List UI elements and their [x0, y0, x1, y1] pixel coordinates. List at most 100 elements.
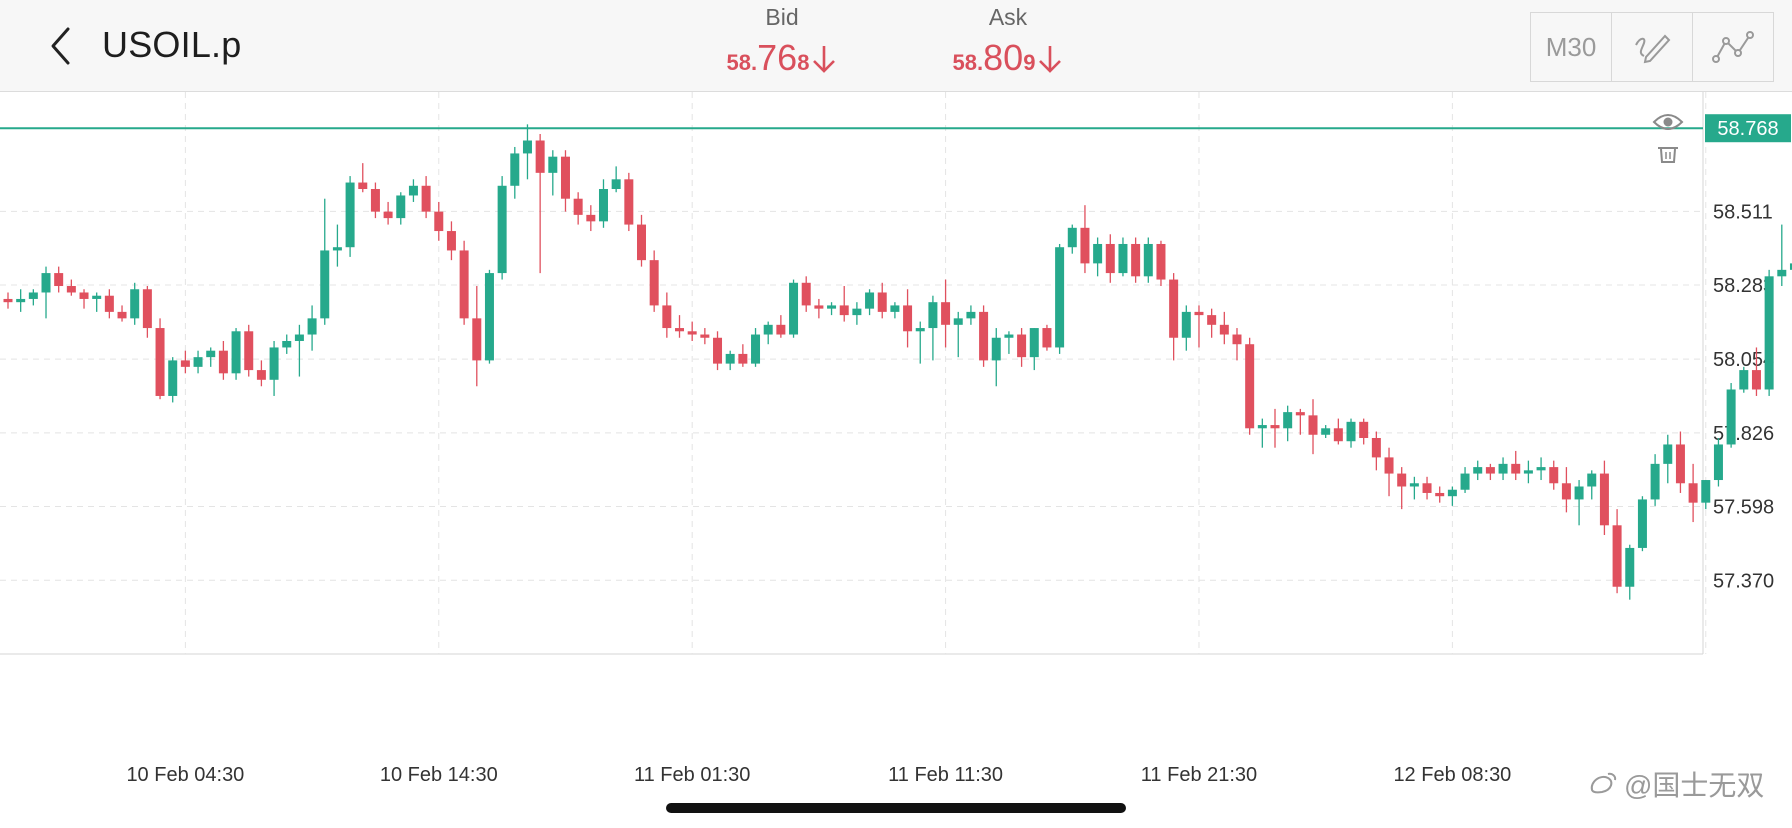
candle-up	[789, 282, 799, 335]
candle-up	[1118, 243, 1128, 274]
candle-down	[1511, 463, 1521, 474]
top-bar: USOIL.p Bid 58.768 Ask 58.809 M30	[0, 0, 1792, 92]
home-indicator[interactable]	[666, 803, 1126, 813]
candle-down	[1599, 473, 1609, 526]
candle-up	[865, 292, 875, 309]
candlestick-chart[interactable]: 57.370 57.598 57.826 58.054 58.283 58.511 10 F…	[0, 92, 1792, 792]
candle-down	[979, 311, 989, 361]
candle-up	[598, 189, 608, 222]
ask-price-small: 58.	[952, 50, 984, 75]
candle-down	[1207, 315, 1217, 325]
candle-down	[738, 353, 748, 364]
y-tick-label: 57.370	[1713, 570, 1774, 592]
candle-up	[1587, 473, 1597, 487]
candle-up	[332, 247, 342, 251]
candle-down	[1105, 243, 1115, 274]
candle-down	[1333, 428, 1343, 442]
candle-up	[231, 331, 241, 374]
candle-up	[345, 182, 355, 248]
candle-down	[1397, 473, 1407, 487]
candle-up	[1409, 483, 1419, 487]
candle-up	[41, 273, 51, 293]
candle-down	[104, 295, 114, 312]
candle-up	[497, 185, 507, 274]
draw-tool-button[interactable]	[1612, 13, 1693, 81]
watermark: @国士无双	[1588, 764, 1764, 804]
candle-up	[28, 292, 38, 299]
candle-up	[168, 360, 178, 396]
candle-down	[1308, 415, 1318, 435]
bid-price-pip: 8	[797, 50, 810, 75]
candle-up	[852, 308, 862, 316]
ask-price-big: 80	[983, 37, 1024, 78]
y-tick-label: 58.511	[1713, 201, 1773, 223]
candle-up	[1536, 467, 1546, 471]
candle-up	[1650, 463, 1660, 500]
candle-up	[953, 318, 963, 325]
candle-down	[1384, 457, 1394, 474]
current-price-label: 58.768	[1717, 118, 1778, 140]
candle-down	[1194, 311, 1204, 316]
candle-down	[1549, 467, 1559, 484]
candle-down	[180, 360, 190, 367]
candle-down	[446, 231, 456, 251]
candle-up	[1143, 243, 1153, 277]
y-tick-label: 57.826	[1713, 423, 1774, 445]
timeframe-button[interactable]: M30	[1531, 13, 1612, 81]
bid-price-small: 58.	[726, 50, 758, 75]
candle-up	[751, 334, 761, 364]
indicator-button[interactable]	[1693, 13, 1773, 81]
candle-up	[763, 324, 773, 335]
candle-down	[1612, 525, 1622, 587]
candle-down	[573, 198, 583, 215]
candle-down	[434, 211, 444, 232]
candle-up	[1498, 463, 1508, 474]
candle-up	[1181, 311, 1191, 338]
candle-down	[1080, 227, 1090, 264]
bid-price-big: 76	[757, 37, 798, 78]
candle-down	[1485, 467, 1495, 474]
x-tick-label: 10 Feb 14:30	[380, 764, 498, 786]
trash-icon[interactable]	[1658, 147, 1678, 163]
candle-down	[1232, 334, 1242, 345]
symbol-title: USOIL.p	[102, 24, 242, 65]
candle-down	[358, 182, 368, 190]
candle-up	[1004, 334, 1014, 338]
candle-up	[522, 140, 532, 154]
candle-down	[675, 328, 685, 332]
candle-up	[510, 153, 520, 186]
candle-down	[814, 305, 824, 309]
x-tick-label: 11 Feb 01:30	[634, 764, 750, 786]
back-chevron-icon	[51, 27, 70, 65]
candle-down	[3, 298, 13, 303]
current-price-tag	[1705, 114, 1791, 143]
ask-price-pip: 9	[1023, 50, 1036, 75]
candle-up	[320, 250, 330, 319]
candle-up	[396, 195, 406, 219]
y-tick-label: 58.283	[1713, 275, 1774, 297]
candle-up	[269, 347, 279, 380]
candle-down	[66, 286, 76, 293]
weibo-logo-icon	[1590, 772, 1617, 794]
candle-up	[611, 179, 621, 190]
candle-up	[1663, 444, 1673, 464]
candle-down	[1422, 483, 1432, 493]
ask-label: Ask	[988, 4, 1028, 30]
candle-up	[1447, 489, 1457, 497]
candle-up	[408, 185, 418, 196]
y-tick-label: 57.598	[1713, 497, 1774, 519]
candle-up	[1637, 499, 1647, 548]
candle-up	[1029, 328, 1039, 358]
candle-down	[1245, 344, 1255, 429]
candle-down	[713, 337, 723, 364]
x-tick-label: 11 Feb 21:30	[1141, 764, 1257, 786]
candle-up	[1701, 480, 1711, 503]
candle-down	[1561, 483, 1571, 500]
candle-down	[1675, 444, 1685, 484]
eye-icon[interactable]	[1652, 114, 1684, 130]
back-button[interactable]	[40, 24, 80, 68]
candle-down	[472, 318, 482, 361]
candle-up	[1625, 547, 1635, 587]
candle-down	[142, 289, 152, 329]
candle-down	[1371, 437, 1381, 458]
